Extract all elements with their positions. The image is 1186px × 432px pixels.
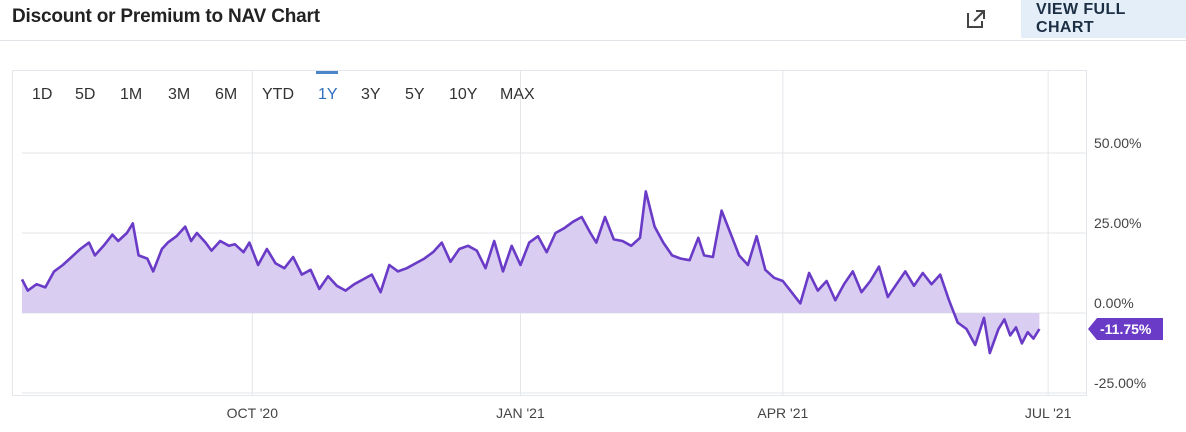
y-tick-label: 0.00% bbox=[1094, 295, 1134, 311]
y-axis: 50.00% 25.00% 0.00% -25.00% bbox=[1094, 135, 1146, 391]
range-option-5y[interactable]: 5Y bbox=[405, 86, 425, 103]
premium-series-line bbox=[20, 190, 1041, 355]
range-option-1y[interactable]: 1Y bbox=[318, 86, 338, 103]
range-option-max[interactable]: MAX bbox=[500, 86, 535, 103]
range-option-1m[interactable]: 1M bbox=[120, 86, 143, 103]
y-tick-label: 25.00% bbox=[1094, 215, 1141, 231]
range-option-6m[interactable]: 6M bbox=[215, 86, 238, 103]
active-range-indicator bbox=[316, 71, 338, 74]
x-tick-label: OCT '20 bbox=[227, 405, 279, 421]
range-option-3m[interactable]: 3M bbox=[168, 86, 191, 103]
range-option-ytd[interactable]: YTD bbox=[262, 86, 294, 103]
x-tick-label: APR '21 bbox=[757, 405, 808, 421]
page-title: Discount or Premium to NAV Chart bbox=[12, 6, 320, 27]
x-tick-label: JAN '21 bbox=[496, 405, 545, 421]
range-option-5d[interactable]: 5D bbox=[75, 86, 96, 103]
x-axis: OCT '20 JAN '21 APR '21 JUL '21 bbox=[227, 405, 1072, 421]
premium-area-fill bbox=[22, 191, 1040, 353]
header-divider bbox=[0, 40, 1186, 41]
x-tick-label: JUL '21 bbox=[1025, 405, 1072, 421]
chart-header: Discount or Premium to NAV Chart VIEW FU… bbox=[0, 0, 1186, 40]
range-option-3y[interactable]: 3Y bbox=[361, 86, 381, 103]
view-full-chart-button[interactable]: VIEW FULL CHART bbox=[1021, 0, 1186, 38]
last-value-badge: -11.75% bbox=[1088, 318, 1163, 340]
last-value-label: -11.75% bbox=[1100, 321, 1152, 337]
range-option-10y[interactable]: 10Y bbox=[449, 86, 478, 103]
range-option-1d[interactable]: 1D bbox=[32, 86, 53, 103]
chart-panel bbox=[12, 70, 1087, 396]
last-value-badge-shape bbox=[1088, 318, 1163, 340]
y-tick-label: 50.00% bbox=[1094, 135, 1141, 151]
y-tick-label: -25.00% bbox=[1094, 375, 1146, 391]
external-link-icon[interactable] bbox=[964, 7, 988, 31]
